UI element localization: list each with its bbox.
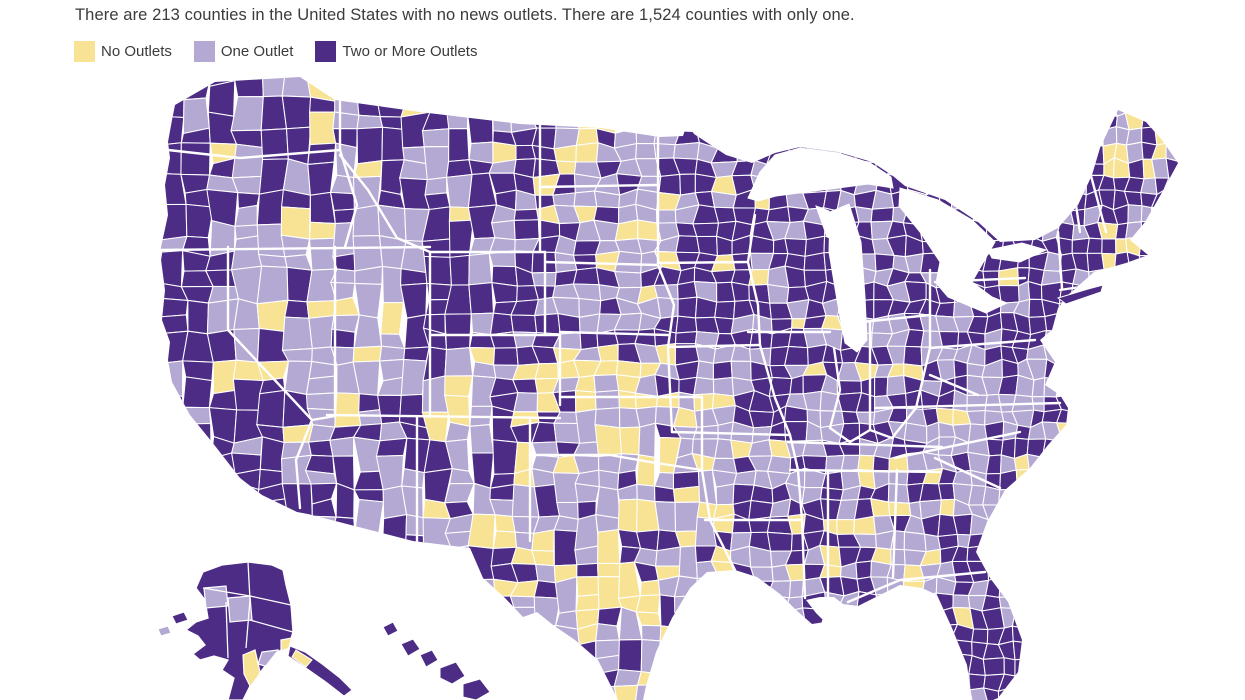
legend-swatch-no-outlets xyxy=(74,41,95,62)
legend-swatch-two-or-more xyxy=(315,41,337,62)
legend-label-two-or-more: Two or More Outlets xyxy=(342,43,478,60)
map-title: There are 213 counties in the United Sta… xyxy=(75,6,855,24)
legend-item-two-or-more: Two or More Outlets xyxy=(315,41,477,62)
map-legend: No Outlets One Outlet Two or More Outlet… xyxy=(74,41,477,62)
legend-item-one-outlet: One Outlet xyxy=(193,41,294,62)
legend-label-no-outlets: No Outlets xyxy=(101,43,172,60)
legend-swatch-one-outlet xyxy=(193,41,215,62)
legend-item-no-outlets: No Outlets xyxy=(74,41,172,62)
legend-label-one-outlet: One Outlet xyxy=(220,43,294,60)
